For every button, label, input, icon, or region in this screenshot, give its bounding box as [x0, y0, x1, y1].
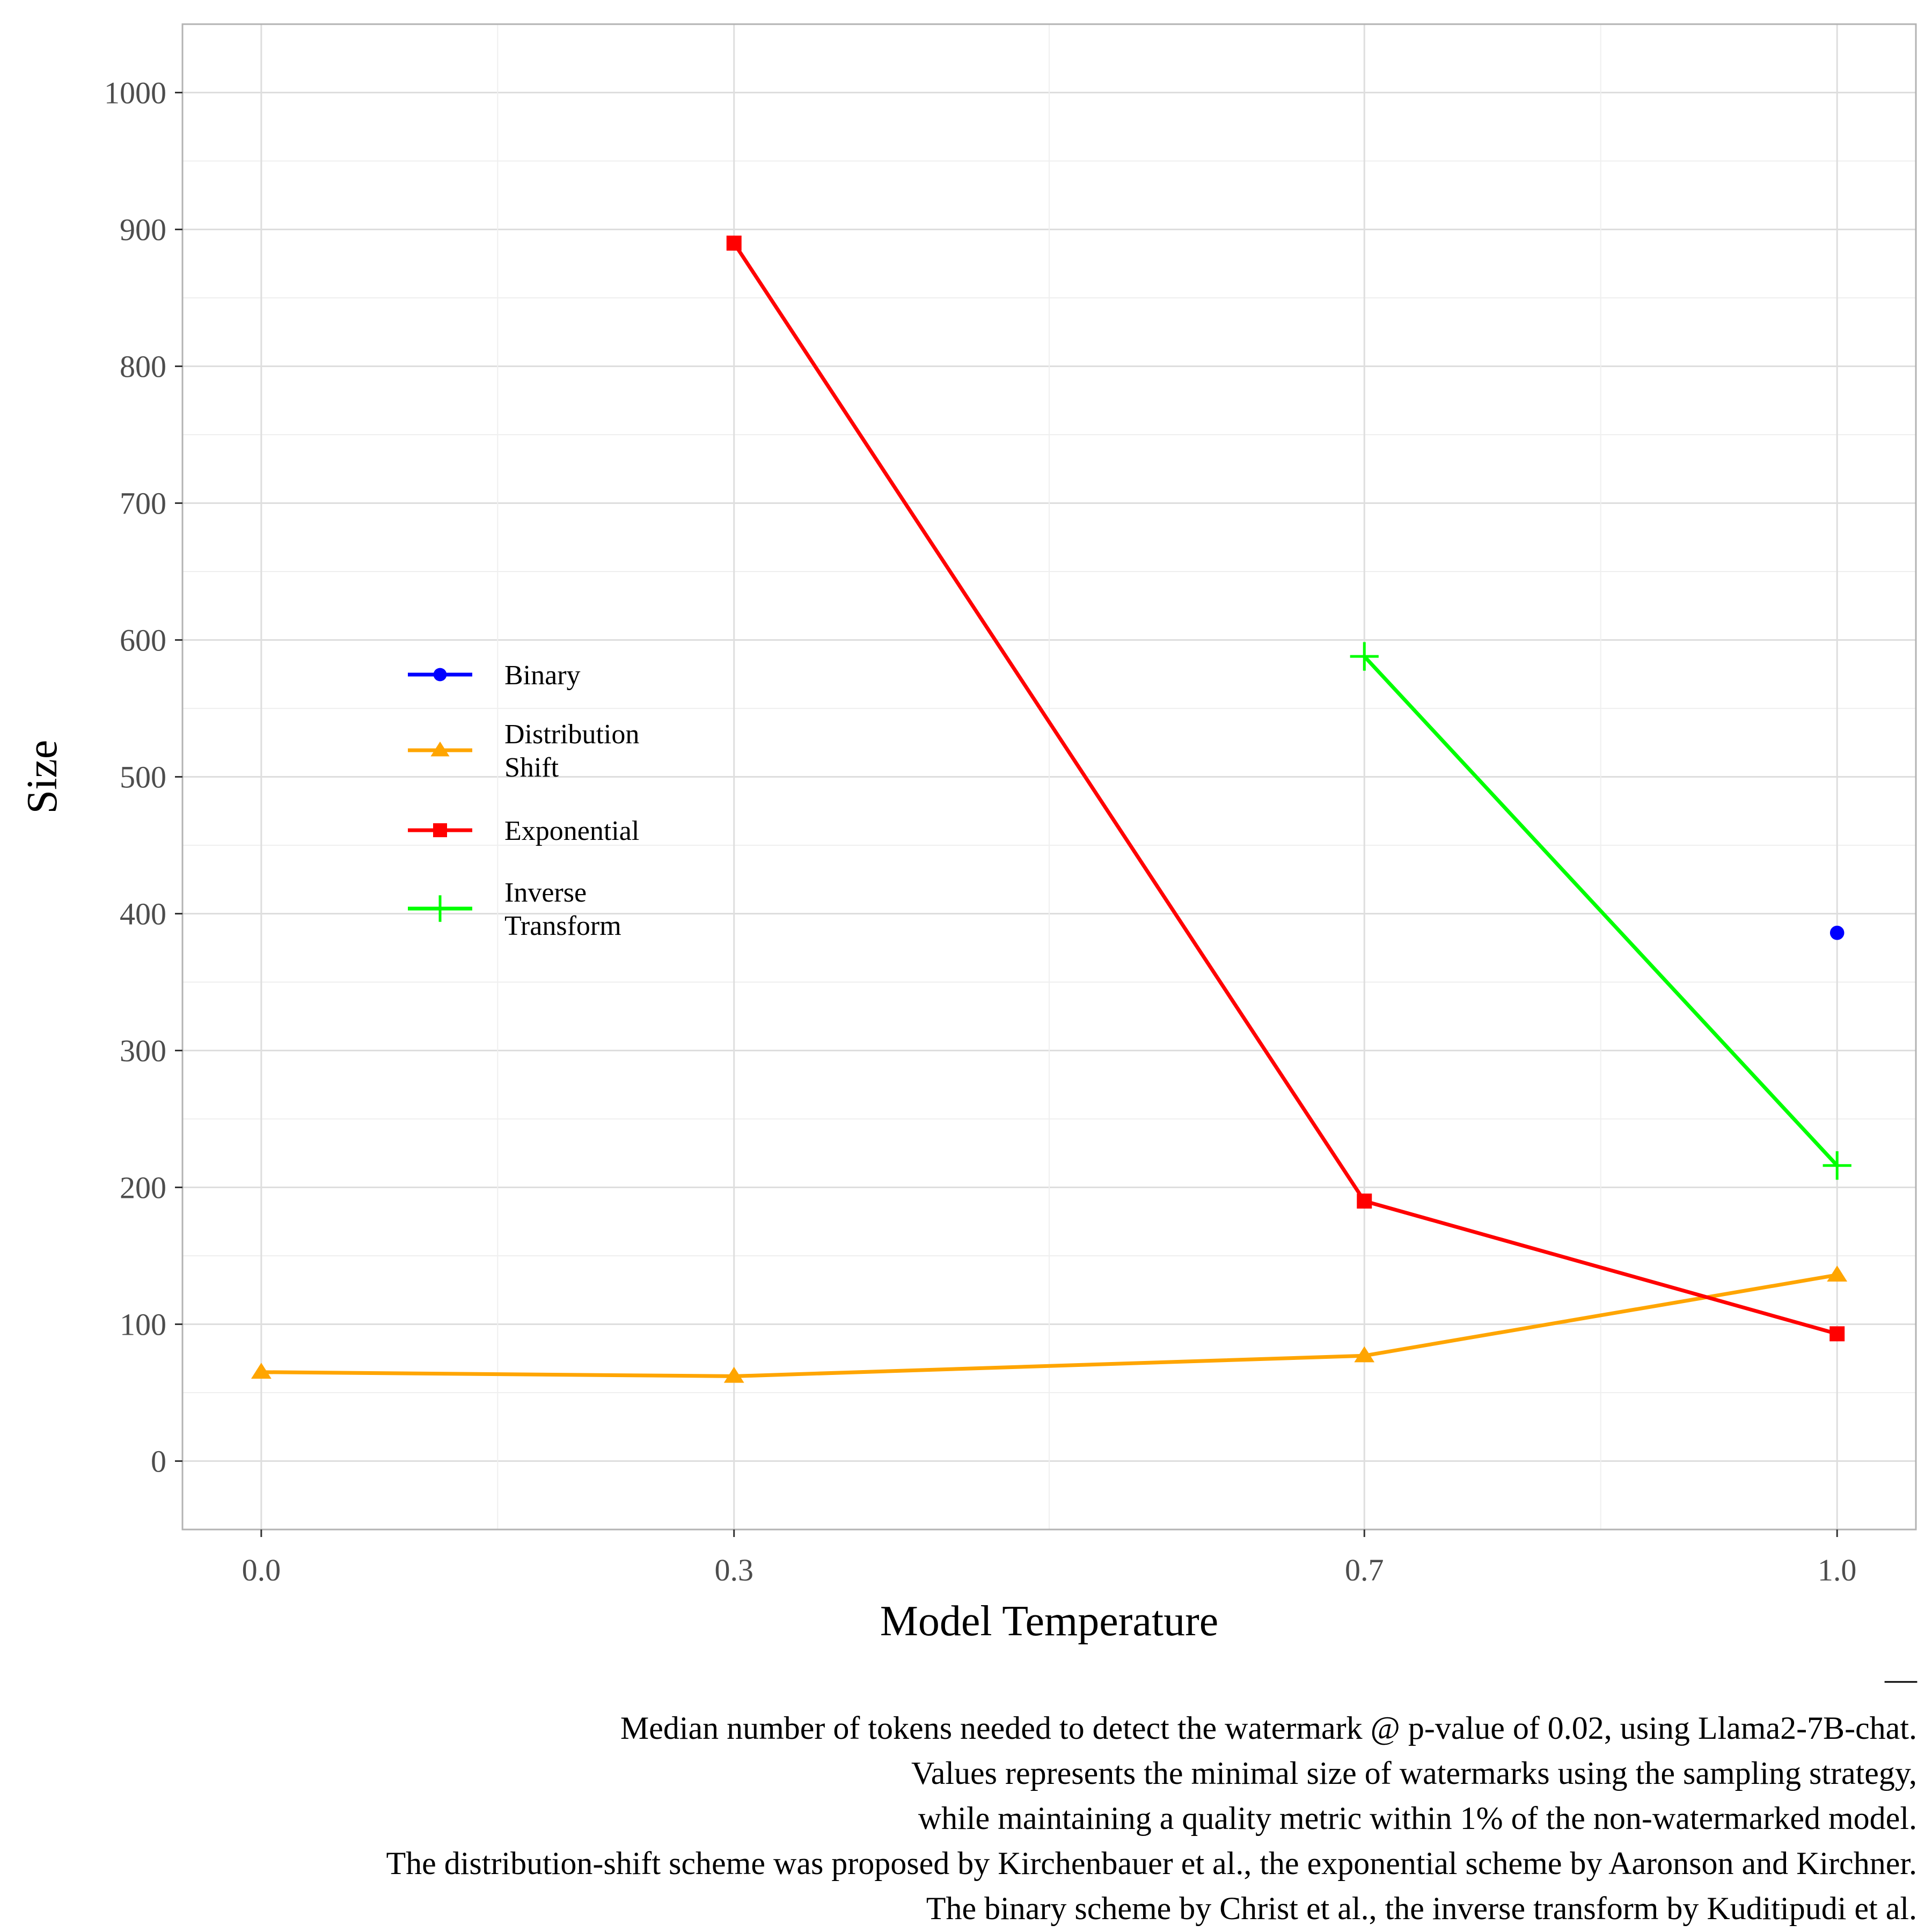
legend-item-inverse-transform: Inverse Transform — [408, 877, 621, 941]
y-tick-label: 0 — [151, 1444, 166, 1479]
y-tick-label: 700 — [120, 486, 166, 521]
data-point-exponential — [1829, 1326, 1845, 1342]
legend-item-binary: Binary — [408, 660, 581, 691]
y-tick-label: 1000 — [104, 76, 166, 111]
legend-key-marker — [427, 895, 453, 922]
x-tick-label: 0.3 — [714, 1553, 753, 1587]
y-tick-label: 100 — [120, 1307, 166, 1342]
data-point-distribution-shift — [723, 1366, 744, 1383]
series-distribution-shift — [251, 1265, 1848, 1383]
series-layer — [251, 236, 1851, 1383]
data-point-exponential — [1357, 1194, 1372, 1209]
caption-line: Median number of tokens needed to detect… — [620, 1710, 1917, 1746]
series-inverse-transform — [1350, 642, 1851, 1180]
series-line-distribution-shift — [261, 1273, 1838, 1378]
legend-label: Binary — [504, 660, 581, 691]
x-axis-title: Model Temperature — [880, 1598, 1218, 1645]
data-point-inverse-transform — [1350, 642, 1379, 671]
series-binary — [1829, 925, 1845, 940]
data-point-exponential — [726, 236, 742, 251]
data-point-binary — [1829, 925, 1845, 940]
caption: Median number of tokens needed to detect… — [386, 1710, 1917, 1926]
data-point-distribution-shift — [251, 1363, 272, 1379]
caption-line: The binary scheme by Christ et al., the … — [926, 1891, 1917, 1926]
y-tick-label: 300 — [120, 1034, 166, 1069]
x-tick-label: 0.0 — [242, 1553, 281, 1587]
data-point-distribution-shift — [1354, 1346, 1375, 1363]
x-tick-label: 1.0 — [1818, 1553, 1857, 1587]
x-axis: 0.0 0.3 0.7 1.0 — [242, 1529, 1857, 1587]
y-tick-label: 400 — [120, 897, 166, 932]
data-point-distribution-shift — [1827, 1265, 1848, 1282]
y-tick-label: 600 — [120, 623, 166, 658]
legend-key-marker — [430, 741, 450, 757]
series-line-inverse-transform — [1363, 655, 1839, 1167]
y-tick-label: 200 — [120, 1170, 166, 1205]
x-tick-label: 0.7 — [1345, 1553, 1384, 1587]
series-exponential — [726, 236, 1845, 1342]
caption-line: Values represents the minimal size of wa… — [911, 1755, 1917, 1791]
y-axis: 0 100 200 300 400 500 600 700 800 900 1000 — [104, 76, 182, 1479]
legend-key-marker — [433, 668, 447, 682]
caption-line: The distribution-shift scheme was propos… — [386, 1846, 1917, 1881]
caption-mark: — — [1884, 1661, 1918, 1696]
legend: Binary Distribution Shift Exponential Invers… — [408, 660, 639, 941]
y-tick-label: 800 — [120, 349, 166, 384]
legend-label: Exponential — [504, 816, 639, 846]
legend-key-marker — [433, 823, 447, 837]
legend-label: Distribution Shift — [504, 719, 639, 783]
data-point-inverse-transform — [1823, 1151, 1851, 1180]
y-axis-title: Size — [19, 740, 66, 814]
legend-item-exponential: Exponential — [408, 816, 639, 846]
legend-label: Inverse Transform — [504, 877, 621, 941]
grid — [182, 24, 1916, 1529]
y-tick-label: 500 — [120, 760, 166, 795]
series-line-exponential — [732, 242, 1838, 1336]
caption-line: while maintaining a quality metric withi… — [918, 1801, 1917, 1836]
y-tick-label: 900 — [120, 213, 166, 247]
legend-item-distribution-shift: Distribution Shift — [408, 719, 639, 783]
